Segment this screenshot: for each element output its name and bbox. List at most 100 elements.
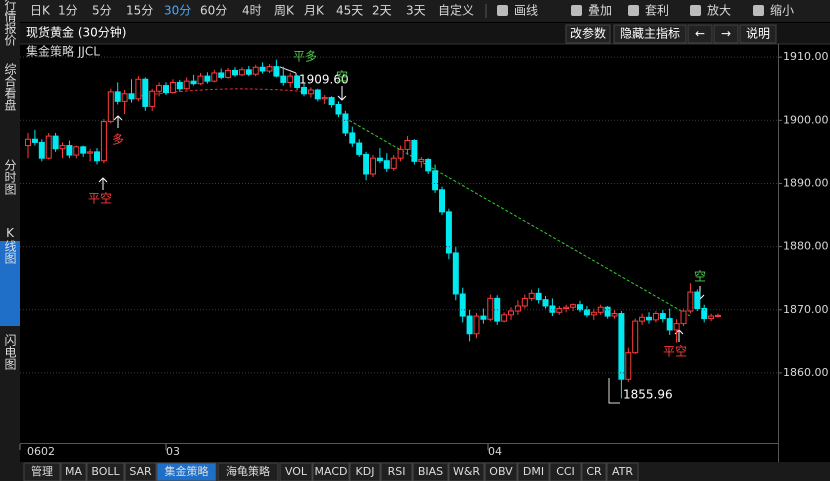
toolbar-button[interactable]: 1分 (58, 4, 78, 18)
candle-body (135, 78, 142, 100)
header-button-label[interactable]: → (721, 27, 731, 41)
bottom-tab[interactable] (156, 462, 217, 481)
bottom-tab-label[interactable]: OBV (489, 465, 513, 478)
bottom-tab[interactable] (448, 462, 485, 481)
bottom-tab-label[interactable]: BOLL (91, 465, 120, 478)
bottom-tab-label[interactable]: CR (586, 465, 602, 478)
bottom-tab-label[interactable]: BIAS (418, 465, 443, 478)
candle-body (294, 75, 301, 88)
bottom-tab-label[interactable]: 集金策略 (165, 464, 209, 478)
candle-body (521, 297, 528, 307)
candle-body (176, 81, 183, 90)
bottom-tab[interactable] (86, 462, 125, 481)
bottom-tab[interactable] (217, 462, 279, 481)
toolbar-button[interactable]: 45天 (336, 4, 363, 18)
side-tab[interactable]: K线图 (3, 226, 17, 264)
toolbar-button[interactable]: 4时 (242, 4, 262, 18)
candle-body (342, 113, 349, 134)
candle-body (169, 81, 176, 94)
candle-body (666, 318, 673, 331)
candle-body (31, 138, 38, 143)
toolbar-button[interactable]: 60分 (200, 4, 227, 18)
candle-body (190, 80, 197, 85)
candle-body (94, 151, 100, 162)
toolbar-button[interactable]: 3天 (406, 4, 426, 18)
header-button[interactable] (565, 24, 611, 44)
toolbar-button[interactable]: 30分 (164, 4, 191, 18)
y-tick-label: 1870.00 (783, 303, 829, 316)
candle-body (218, 72, 225, 78)
candle-body (404, 140, 411, 150)
toolbar-button[interactable]: 自定义 (438, 3, 474, 18)
bottom-tab[interactable] (517, 462, 550, 481)
bottom-tab[interactable] (349, 462, 381, 481)
bottom-tab[interactable] (581, 462, 607, 481)
bottom-tab-label[interactable]: W&R (453, 465, 480, 478)
bottom-tab-label[interactable]: VOL (285, 465, 308, 478)
toolbar-button[interactable]: 周K (274, 4, 295, 18)
bottom-tab-label[interactable]: KDJ (356, 465, 375, 478)
bottom-tab[interactable] (412, 462, 449, 481)
bottom-tab-label[interactable]: ATR (612, 465, 633, 478)
tool-icon (690, 5, 701, 16)
candle-body (473, 315, 480, 335)
y-tick-label: 1910.00 (783, 50, 829, 63)
candle-body (639, 316, 646, 322)
toolbar-button[interactable]: 月K (304, 4, 325, 18)
candle-body (149, 90, 156, 107)
header-button[interactable] (713, 24, 739, 44)
header-button-label[interactable]: 说明 (746, 26, 770, 41)
candle-body (549, 305, 556, 313)
bottom-tab[interactable] (23, 462, 61, 481)
bottom-tab-label[interactable]: 管理 (31, 464, 53, 478)
header-button-label[interactable]: 隐藏主指标 (620, 26, 680, 41)
bottom-tab-label[interactable]: SAR (129, 465, 152, 478)
header-button[interactable] (687, 24, 713, 44)
bottom-tab[interactable] (312, 462, 350, 481)
toolbar-button[interactable]: 15分 (126, 4, 153, 18)
side-tab[interactable]: 闪电图 (3, 334, 17, 370)
toolbar-button[interactable]: 叠加 (588, 4, 612, 18)
bottom-tab-label[interactable]: MACD (315, 465, 348, 478)
header-button-label[interactable]: 改参数 (570, 26, 606, 41)
bottom-tab-label[interactable]: RSI (388, 465, 406, 478)
toolbar-button[interactable]: 缩小 (770, 3, 794, 18)
toolbar-button[interactable]: 画线 (514, 4, 538, 18)
candle-body (570, 304, 577, 308)
bottom-tab[interactable] (124, 462, 157, 481)
toolbar-button[interactable]: 2天 (372, 4, 392, 18)
bottom-tab[interactable] (549, 462, 582, 481)
candle-body (597, 306, 604, 313)
bottom-tab-label[interactable]: MA (65, 465, 82, 478)
toolbar-button[interactable]: 套利 (645, 4, 669, 18)
candle-body (100, 121, 107, 162)
side-tab[interactable]: 分时图 (3, 159, 17, 195)
toolbar (0, 0, 830, 22)
candle-body (259, 66, 266, 72)
price-label: 1855.96 (623, 388, 673, 402)
toolbar-button[interactable]: 日K (30, 4, 51, 18)
header-button-label[interactable]: ← (695, 27, 705, 41)
candle-body (577, 304, 583, 311)
toolbar-button[interactable]: 5分 (92, 4, 112, 18)
candle-body (245, 69, 252, 75)
candle-body (459, 293, 466, 317)
candle-body (280, 75, 287, 83)
bottom-tab[interactable] (60, 462, 87, 481)
header-button[interactable] (613, 24, 687, 44)
bottom-tab-label[interactable]: 海龟策略 (226, 464, 270, 478)
candle-body (163, 85, 169, 94)
bottom-tab-label[interactable]: DMI (523, 465, 544, 478)
header-button[interactable] (739, 24, 777, 44)
bottom-tab-label[interactable]: CCI (556, 465, 575, 478)
bottom-tab[interactable] (380, 462, 413, 481)
side-tab[interactable]: 行情报价 (3, 0, 17, 46)
side-tab[interactable]: 综合看盘 (3, 63, 17, 111)
bottom-tab[interactable] (484, 462, 518, 481)
y-tick-label: 1900.00 (783, 113, 829, 126)
y-tick-label: 1860.00 (783, 366, 829, 379)
bottom-tab[interactable] (279, 462, 313, 481)
candle-body (66, 145, 73, 156)
bottom-tab[interactable] (606, 462, 639, 481)
toolbar-button[interactable]: 放大 (707, 3, 731, 18)
